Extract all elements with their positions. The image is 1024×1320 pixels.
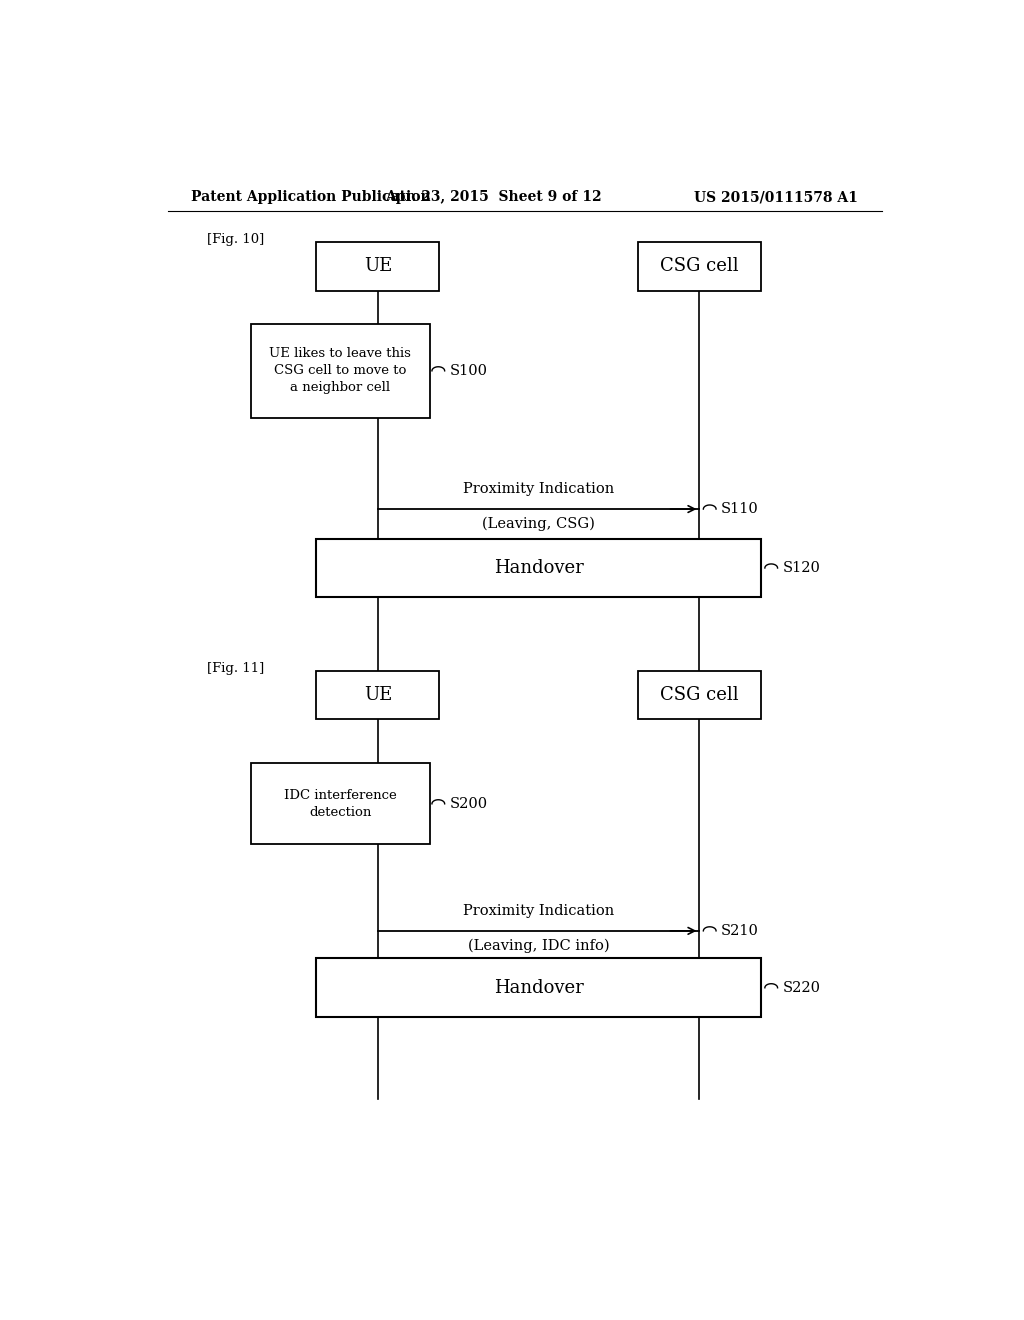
- Text: Apr. 23, 2015  Sheet 9 of 12: Apr. 23, 2015 Sheet 9 of 12: [385, 190, 601, 205]
- Bar: [251, 763, 430, 845]
- Text: Handover: Handover: [494, 979, 584, 997]
- Text: S220: S220: [782, 981, 820, 995]
- Text: S100: S100: [450, 364, 487, 378]
- Bar: [316, 539, 761, 598]
- Text: (Leaving, IDC info): (Leaving, IDC info): [468, 939, 609, 953]
- Text: CSG cell: CSG cell: [660, 686, 738, 704]
- Text: [Fig. 11]: [Fig. 11]: [207, 663, 264, 675]
- Text: S210: S210: [721, 924, 759, 939]
- Text: CSG cell: CSG cell: [660, 257, 738, 275]
- Bar: [316, 671, 439, 719]
- Text: Proximity Indication: Proximity Indication: [463, 482, 614, 496]
- Bar: [316, 958, 761, 1018]
- Text: Patent Application Publication: Patent Application Publication: [191, 190, 431, 205]
- Text: [Fig. 10]: [Fig. 10]: [207, 234, 264, 247]
- Text: UE: UE: [364, 257, 392, 275]
- Text: Proximity Indication: Proximity Indication: [463, 903, 614, 917]
- Bar: [251, 325, 430, 417]
- Text: US 2015/0111578 A1: US 2015/0111578 A1: [694, 190, 858, 205]
- Text: UE likes to leave this
CSG cell to move to
a neighbor cell: UE likes to leave this CSG cell to move …: [269, 347, 412, 395]
- Bar: [638, 242, 761, 290]
- Text: S110: S110: [721, 502, 759, 516]
- Text: UE: UE: [364, 686, 392, 704]
- Bar: [638, 671, 761, 719]
- Text: (Leaving, CSG): (Leaving, CSG): [482, 517, 595, 532]
- Text: S120: S120: [782, 561, 820, 576]
- Bar: [316, 242, 439, 290]
- Text: IDC interference
detection: IDC interference detection: [284, 789, 396, 818]
- Text: Handover: Handover: [494, 558, 584, 577]
- Text: S200: S200: [450, 797, 487, 810]
